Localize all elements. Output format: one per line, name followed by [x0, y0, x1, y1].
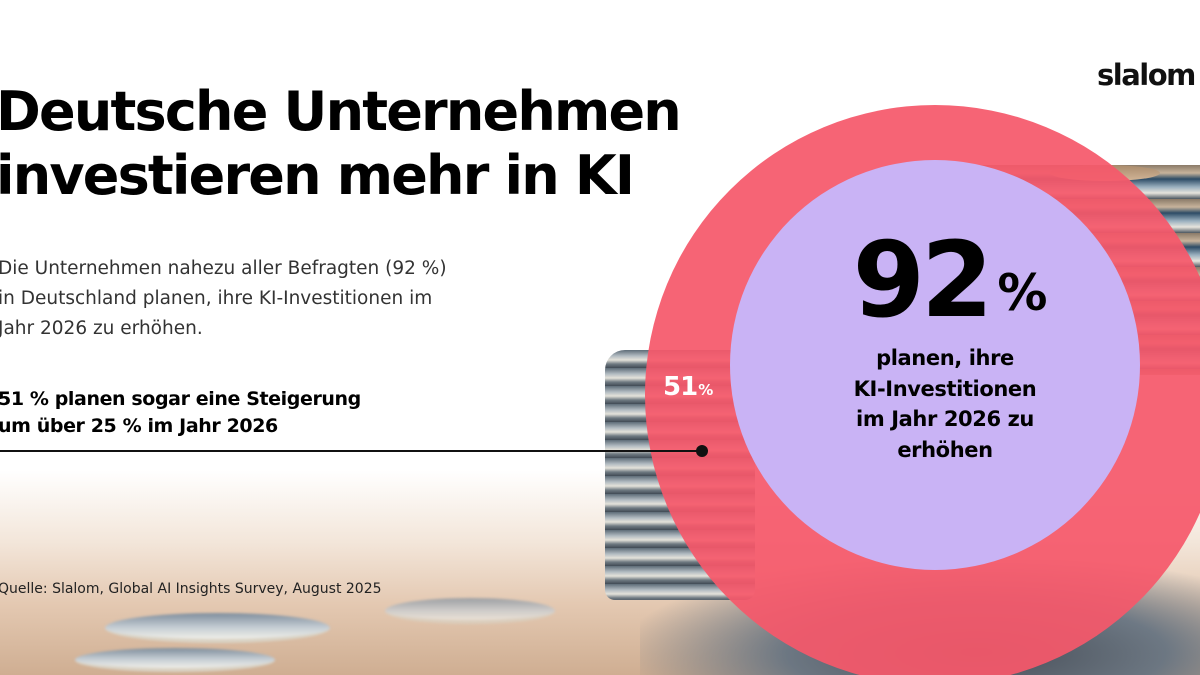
stat-desc-line-3: im Jahr 2026 zu: [856, 407, 1034, 431]
background-coin: [105, 613, 330, 643]
stat-51-value: 51: [663, 372, 698, 402]
highlight-line-1: 51 % planen sogar eine Steigerung: [0, 388, 361, 410]
title-line-2: investieren mehr in KI: [0, 144, 635, 207]
intro-line-3: Jahr 2026 zu erhöhen.: [0, 318, 203, 339]
callout-pointer-dot: [696, 445, 708, 457]
stat-desc-line-4: erhöhen: [897, 437, 993, 462]
source-citation: Quelle: Slalom, Global AI Insights Surve…: [0, 581, 382, 597]
stat-92-description: planen, ihre KI-Investitionen im Jahr 20…: [790, 343, 1100, 465]
stat-92-unit: %: [997, 264, 1048, 322]
page-title: Deutsche Unternehmen investieren mehr in…: [0, 80, 776, 208]
stat-51-label: 51%: [663, 372, 713, 402]
intro-paragraph: Die Unternehmen nahezu aller Befragten (…: [0, 254, 558, 344]
intro-line-1: Die Unternehmen nahezu aller Befragten (…: [0, 258, 447, 279]
stat-desc-line-1: planen, ihre: [876, 346, 1014, 370]
inner-circle-92: [730, 160, 1140, 570]
callout-pointer-line: [0, 450, 702, 452]
stat-desc-line-2: KI-Investitionen: [853, 376, 1037, 401]
highlight-statement: 51 % planen sogar eine Steigerung um übe…: [0, 386, 458, 440]
intro-line-2: in Deutschland planen, ihre KI-Investiti…: [0, 288, 433, 309]
stat-51-unit: %: [698, 381, 714, 399]
slalom-logo: slalom: [1097, 58, 1196, 92]
background-coin: [385, 598, 555, 624]
stat-92-label: 92%: [740, 225, 1160, 335]
stat-92-value: 92: [852, 219, 994, 341]
background-coin: [75, 648, 275, 672]
highlight-line-2: um über 25 % im Jahr 2026: [0, 415, 278, 437]
title-line-1: Deutsche Unternehmen: [0, 80, 682, 143]
